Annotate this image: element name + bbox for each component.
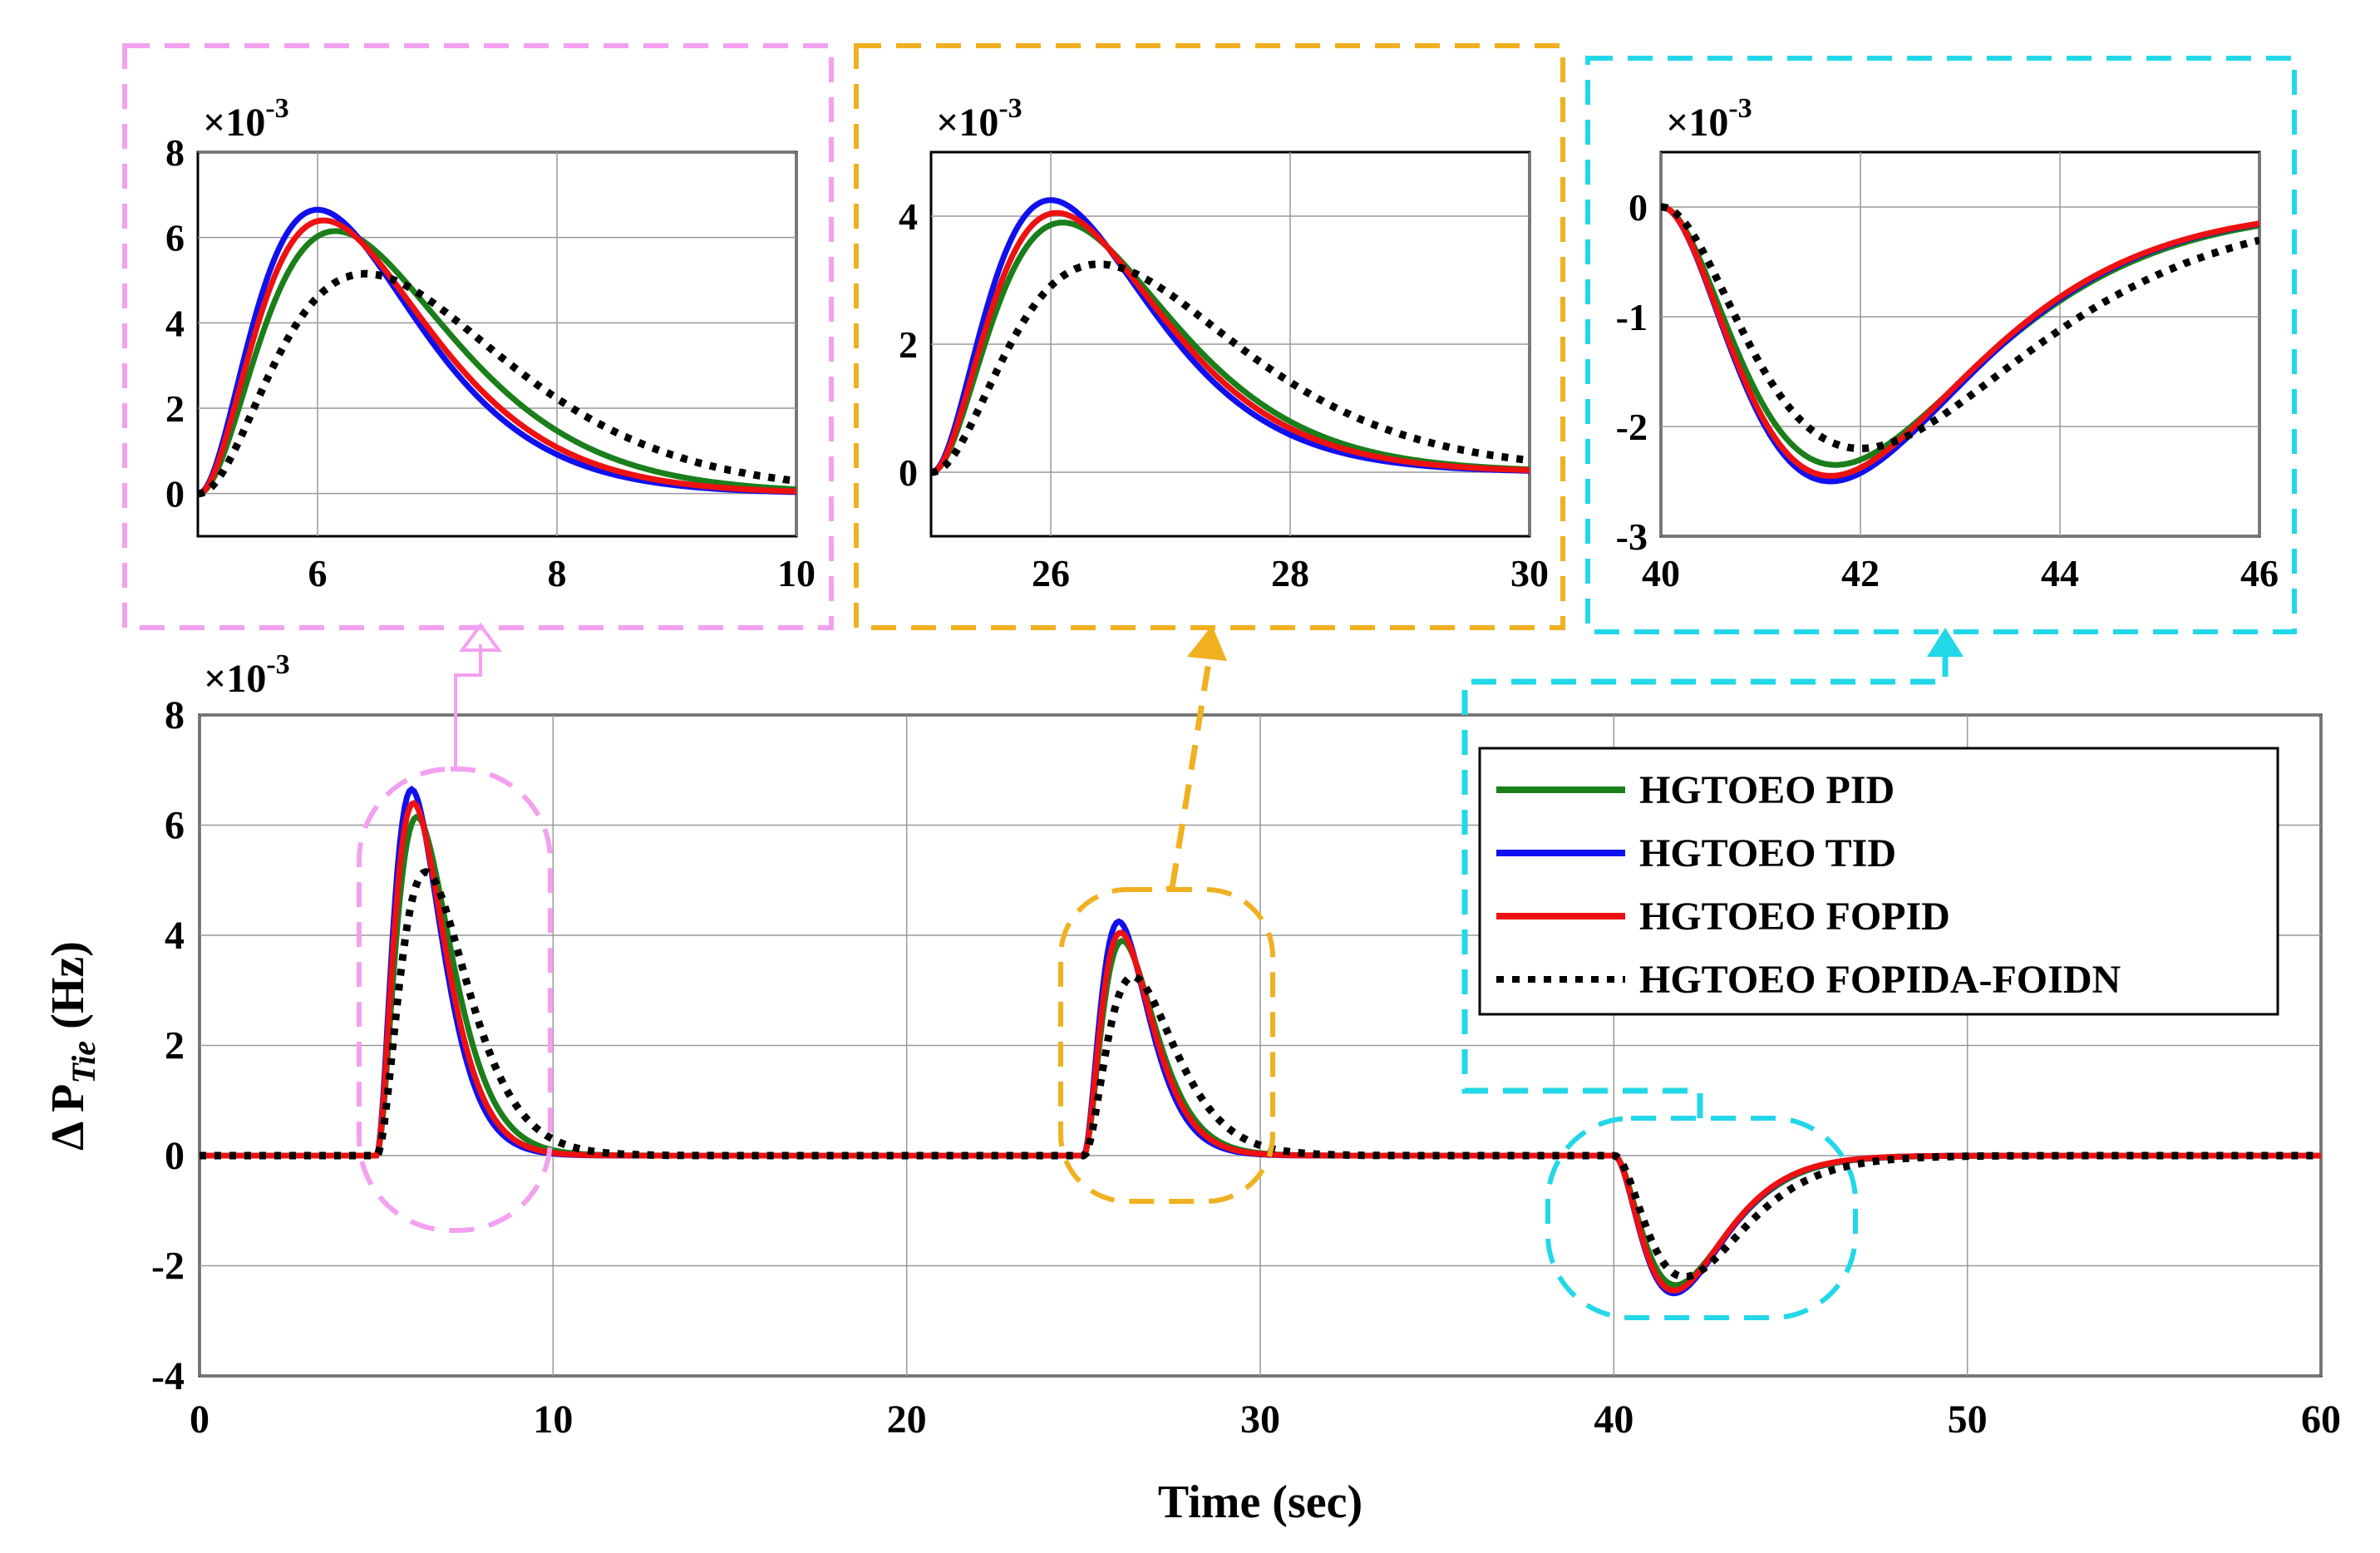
inset-1-scale-factor: ×10-3 — [203, 93, 289, 145]
connector-3 — [1461, 650, 1949, 1118]
main-xtick-label: 60 — [2301, 1398, 2341, 1442]
inset-1-ytick-label: 4 — [165, 302, 185, 344]
inset-1-xtick-label: 6 — [308, 552, 328, 594]
highlight-region-2 — [1058, 887, 1275, 1204]
inset-3-xtick-label: 44 — [2041, 552, 2079, 594]
inset-2-x-tick-labels: 26 28 30 — [1032, 552, 1549, 594]
inset-2-ytick-label: 0 — [899, 451, 918, 494]
inset-1-series-1 — [198, 228, 796, 497]
inset-1-dashed-frame — [122, 43, 834, 630]
main-xtick-label: 20 — [887, 1398, 927, 1442]
inset-2-xtick-label: 28 — [1271, 552, 1309, 594]
inset-3-xtick-label: 40 — [1642, 552, 1680, 594]
inset-1-series-3 — [198, 217, 796, 497]
inset-2-series-group — [931, 197, 1530, 476]
inset-1-series-4 — [198, 269, 796, 498]
inset-2-xtick-label: 30 — [1510, 552, 1549, 594]
main-ytick-label: 6 — [165, 804, 185, 848]
x-axis-label: Time (sec) — [1158, 1477, 1362, 1528]
legend-entries: HGTOEO PID HGTOEO TID HGTOEO FOPID HGTOEO F… — [1496, 768, 2121, 1002]
inset-2-series-3 — [931, 210, 1530, 476]
inset-2-ytick-label: 4 — [899, 195, 918, 238]
main-ytick-label: 4 — [165, 914, 185, 958]
inset-1-xtick-label: 8 — [548, 552, 567, 594]
inset-2-ytick-label: 2 — [899, 323, 918, 366]
inset-3-series-4 — [1661, 203, 2259, 452]
main-ytick-label: -2 — [151, 1245, 185, 1289]
connector-2-lower — [1165, 885, 1173, 893]
main-xtick-label: 30 — [1240, 1398, 1280, 1442]
inset-3-ytick-label: 0 — [1629, 186, 1648, 229]
inset-1: 6 8 10 0 2 4 6 8 ×10-3 — [122, 43, 834, 630]
main-ytick-label: 2 — [165, 1024, 185, 1068]
main-x-tick-labels: 0 10 20 30 40 50 60 — [190, 1398, 2341, 1442]
inset-1-series-group — [198, 206, 796, 498]
inset-2: 26 28 30 0 2 4 ×10-3 — [854, 43, 1565, 630]
inset-3: 40 42 44 46 -3 -2 -1 0 ×10-3 — [1585, 56, 2297, 634]
inset-3-x-tick-labels: 40 42 44 46 — [1642, 552, 2279, 594]
main-xtick-label: 10 — [533, 1398, 573, 1442]
inset-1-ytick-label: 6 — [165, 217, 185, 259]
inset-2-scale-factor: ×10-3 — [936, 93, 1022, 145]
connector-1 — [454, 644, 482, 769]
inset-2-xtick-label: 26 — [1032, 552, 1070, 594]
inset-1-ytick-label: 8 — [165, 131, 185, 174]
inset-1-ytick-label: 2 — [165, 387, 185, 430]
inset-1-x-tick-labels: 6 8 10 — [308, 552, 816, 594]
zoom-connectors — [454, 622, 1964, 1118]
main-ytick-label: -4 — [151, 1354, 185, 1398]
connector-3-arrowhead — [1927, 628, 1964, 657]
inset-3-series-3 — [1661, 204, 2259, 479]
inset-1-ytick-label: 0 — [165, 473, 185, 515]
inset-3-plot-frame — [1659, 150, 2261, 538]
legend-label-1: HGTOEO PID — [1639, 768, 1895, 812]
main-xtick-label: 40 — [1594, 1398, 1633, 1442]
main-y-tick-labels: -4 -2 0 2 4 6 8 — [151, 693, 185, 1398]
inset-1-xtick-label: 10 — [777, 552, 816, 594]
legend: HGTOEO PID HGTOEO TID HGTOEO FOPID HGTOEO F… — [1478, 747, 2279, 1016]
legend-label-4: HGTOEO FOPIDA-FOIDN — [1639, 958, 2121, 1002]
legend-label-2: HGTOEO TID — [1639, 831, 1896, 875]
highlight-region-3 — [1545, 1116, 1858, 1320]
y-axis-label: Δ PTie (Hz) — [42, 941, 102, 1151]
legend-label-3: HGTOEO FOPID — [1639, 895, 1950, 939]
main-xtick-label: 0 — [190, 1398, 209, 1442]
inset-3-scale-factor: ×10-3 — [1666, 93, 1752, 145]
inset-3-xtick-label: 46 — [2240, 552, 2279, 594]
inset-3-ytick-label: -2 — [1616, 406, 1648, 448]
inset-1-y-tick-labels: 0 2 4 6 8 — [165, 131, 185, 515]
main-series-group — [200, 785, 2321, 1297]
main-xtick-label: 50 — [1948, 1398, 1988, 1442]
inset-2-dashed-frame — [854, 43, 1565, 630]
inset-2-series-4 — [931, 260, 1530, 476]
main-ytick-label: 0 — [165, 1134, 185, 1178]
main-y-scale-factor: ×10-3 — [204, 649, 290, 701]
inset-2-y-tick-labels: 0 2 4 — [899, 195, 918, 494]
inset-3-ytick-label: -3 — [1616, 515, 1648, 558]
inset-3-series-group — [1661, 203, 2259, 485]
inset-3-ytick-label: -1 — [1616, 296, 1648, 338]
inset-3-xtick-label: 42 — [1841, 552, 1880, 594]
connector-2-arrowhead — [1187, 625, 1227, 661]
inset-3-y-tick-labels: -3 -2 -1 0 — [1616, 186, 1648, 558]
main-series-4 — [200, 868, 2321, 1281]
connector-1-arrowhead — [459, 622, 502, 652]
main-ytick-label: 8 — [165, 693, 185, 737]
